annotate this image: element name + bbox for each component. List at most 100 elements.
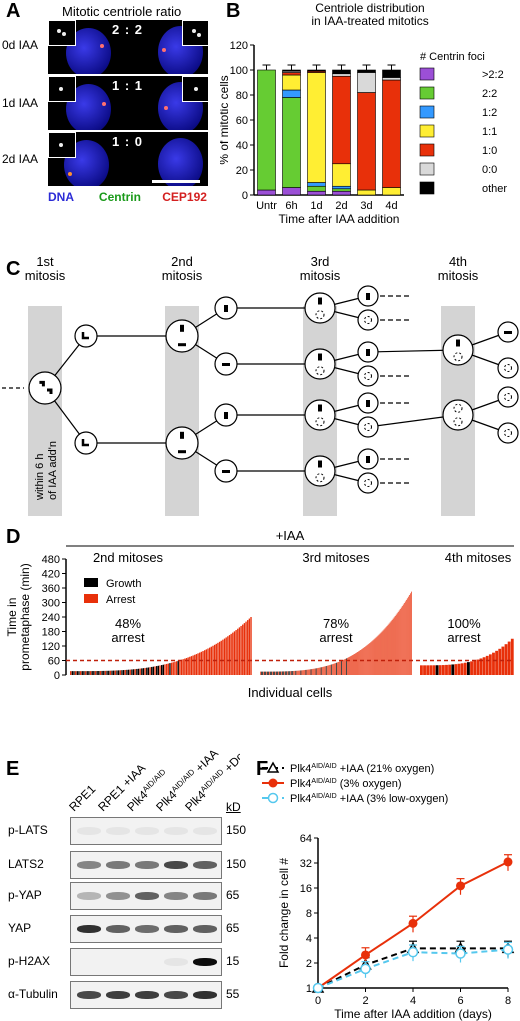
y-tick-label: 300 — [42, 598, 60, 610]
cell-bar — [353, 654, 354, 675]
bar-segment — [382, 187, 401, 196]
protein-band — [193, 861, 217, 869]
blot-label: LATS2 — [8, 857, 44, 871]
cell-bar — [210, 646, 212, 675]
cell-bar — [156, 666, 158, 675]
arrest-annotation: 100% — [447, 616, 481, 631]
data-point — [407, 946, 419, 958]
cell-bar — [79, 671, 82, 675]
data-point — [266, 761, 280, 773]
protein-band — [193, 925, 217, 933]
bar-segment — [332, 190, 351, 196]
cell-bar — [358, 651, 360, 675]
mitotic-cell — [304, 399, 336, 431]
cell-bar — [296, 670, 298, 675]
cell-bar — [320, 667, 322, 675]
cell-bar — [355, 653, 356, 675]
protein-band — [135, 925, 159, 933]
data-point — [502, 944, 514, 955]
cell-bar — [488, 654, 492, 675]
cell-bar — [410, 591, 412, 675]
cell-bar — [70, 671, 72, 675]
cell-bar — [325, 665, 327, 675]
x-axis-label: Time after IAA addition (days) — [334, 1007, 492, 1021]
centriole — [504, 393, 512, 401]
mitosis-label: 1st — [36, 254, 54, 269]
cell-bar — [274, 671, 275, 675]
cell-bar — [295, 670, 297, 675]
cell-bar — [108, 670, 110, 675]
cell-bar — [364, 647, 366, 675]
protein-band — [106, 892, 130, 900]
cell-bar — [438, 665, 442, 675]
cell-bar — [189, 656, 191, 675]
cell-bar — [73, 671, 75, 675]
legend-title: # Centrin foci — [420, 51, 485, 63]
y-tick-label: 100 — [230, 65, 248, 77]
y-tick-label: 1 — [306, 983, 312, 995]
protein-band — [77, 827, 101, 835]
y-tick-label: 480 — [42, 554, 60, 566]
cell-bar — [94, 671, 97, 675]
panel-e-label: E — [6, 758, 20, 780]
bar-segment — [332, 75, 351, 165]
blot-label: p-H2AX — [8, 954, 51, 968]
x-tick-label: 2 — [362, 995, 368, 1007]
cell-bar — [407, 596, 409, 675]
cell-bar — [207, 648, 209, 675]
y-tick-label: 80 — [236, 90, 248, 102]
protein-band — [135, 861, 159, 869]
protein-band — [164, 827, 188, 835]
protein-band — [106, 861, 130, 869]
cell-bar — [510, 638, 514, 675]
y-tick-label: 360 — [42, 583, 60, 595]
cell-bar — [116, 670, 118, 675]
cell-bar — [343, 659, 344, 675]
mitosis-label: mitosis — [25, 268, 66, 283]
cell-bar — [182, 659, 184, 675]
cell-bar — [103, 670, 105, 675]
cell-bar — [238, 627, 241, 675]
centriole — [453, 417, 463, 427]
cell-bar — [86, 671, 88, 675]
cell-bar — [304, 670, 306, 675]
y-tick-label: 60 — [48, 656, 60, 668]
cell-bar — [454, 664, 458, 675]
legend-entry: 0:0 — [482, 164, 497, 176]
centriole — [504, 331, 512, 334]
chart-f: Plk4AID/AID +IAA (21% oxygen) Plk4AID/AID… — [262, 761, 515, 1021]
cell-bar — [400, 607, 402, 675]
cell-bar — [426, 665, 430, 675]
scale-bar — [152, 180, 200, 183]
cell-bar — [104, 670, 107, 675]
x-tick-label: 6 — [457, 995, 463, 1007]
centriole — [318, 404, 322, 412]
cell-bar — [122, 670, 125, 675]
cell-bar — [371, 641, 373, 675]
cell-bar — [396, 613, 398, 675]
cell-bar — [147, 667, 150, 675]
cell-bar — [404, 601, 406, 675]
legend-swatch — [84, 578, 98, 587]
cell-bar — [397, 611, 399, 675]
inset-left — [48, 20, 76, 46]
cell-bar — [222, 639, 224, 675]
cell-bar — [324, 666, 326, 675]
cell-bar — [479, 658, 483, 675]
cell-bar — [151, 666, 153, 675]
note-line: within 6 h — [34, 454, 46, 501]
mitotic-cell — [304, 292, 336, 324]
cell-bar — [366, 645, 368, 675]
cell-bar — [460, 663, 464, 675]
cell-bar — [420, 665, 423, 675]
cell-bar — [338, 661, 339, 675]
cell-bar — [205, 649, 208, 675]
bar-segment — [357, 92, 376, 191]
cell-bar — [269, 671, 270, 675]
cell-bar — [373, 639, 375, 675]
centriole — [366, 349, 370, 356]
cell-bar — [294, 670, 296, 675]
daughter-cell — [497, 422, 519, 444]
bar-segment — [307, 185, 326, 192]
cell-bar — [377, 635, 379, 675]
